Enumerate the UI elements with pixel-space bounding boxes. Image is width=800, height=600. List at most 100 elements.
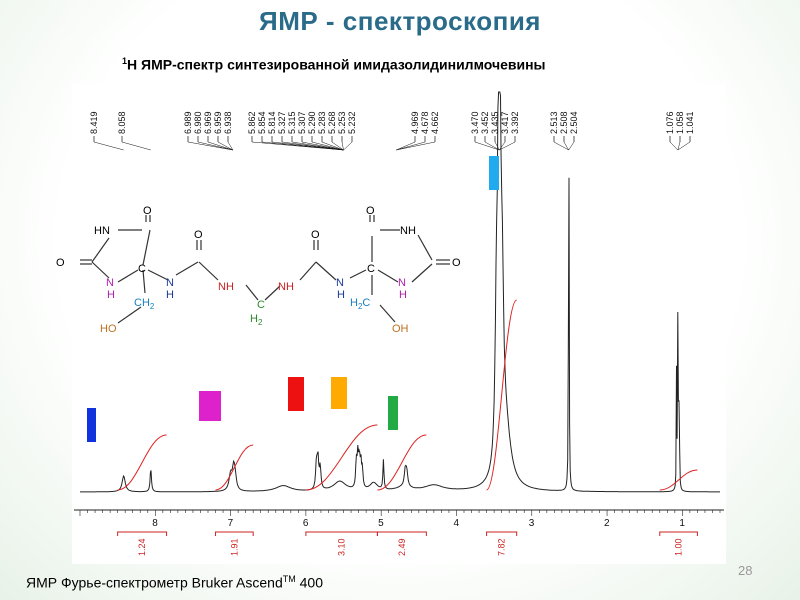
slide-title: ЯМР - спектроскопия xyxy=(259,6,541,36)
peak-shift-label: 6.989 xyxy=(183,111,193,134)
atom-n-ring-left: N xyxy=(106,277,114,289)
peak-label-leader xyxy=(396,141,436,151)
slide-subtitle: 1Н ЯМР-спектр синтезированной имидазолид… xyxy=(122,56,546,73)
peak-label-leader xyxy=(568,141,575,151)
page-number: 28 xyxy=(738,563,753,578)
integral-bracket xyxy=(659,531,698,536)
peak-label-leader xyxy=(396,141,426,151)
ppm-tick-label: 8 xyxy=(152,518,158,529)
atom-o-urea-left: O xyxy=(194,229,203,241)
peak-label-leader xyxy=(474,141,500,151)
peak-shift-label: 5.283 xyxy=(317,111,327,134)
atom-nh-right-ring: NH xyxy=(400,225,416,237)
ppm-axis-layer: 8 7 6 5 4 3 2 1 1.24 1.91 3.10 2.49 7.82 1.00 xyxy=(74,509,724,556)
ppm-tick-label: 5 xyxy=(378,518,384,529)
assignment-marker xyxy=(288,377,304,411)
ppm-tick-label: 1 xyxy=(679,518,685,529)
subtitle-text: Н ЯМР-спектр синтезированной имидазолиди… xyxy=(127,56,546,73)
atom-o-right-ring: O xyxy=(452,257,461,269)
peak-shift-label: 3.392 xyxy=(510,111,520,134)
footer-caption: ЯМР Фурье-спектрометр Bruker AscendTM 40… xyxy=(26,574,323,591)
assignment-marker xyxy=(388,396,398,430)
peak-label-leader xyxy=(499,141,506,151)
peak-label-leader xyxy=(227,141,234,151)
peak-shift-label: 4.969 xyxy=(410,111,420,134)
atom-h2c-right: H2C xyxy=(350,297,370,311)
atom-n-right-h: H xyxy=(337,289,345,301)
integral-value-label: 1.91 xyxy=(229,538,239,556)
atom-o-left-ring: O xyxy=(56,257,65,269)
integral-curve-layer xyxy=(117,299,698,491)
ppm-tick-label: 6 xyxy=(303,518,309,529)
peak-shift-label: 3.470 xyxy=(470,111,480,134)
peak-shift-label: 5.862 xyxy=(247,111,257,134)
peak-label-leader xyxy=(396,141,416,151)
assignment-marker-layer xyxy=(87,156,499,442)
atom-o-left-keto: O xyxy=(143,205,152,217)
integral-value-label: 3.10 xyxy=(337,538,347,556)
peak-label-layer: 8.419 8.058 6.989 6.980 6.969 6.959 6.938 5.862… xyxy=(89,111,695,151)
peak-shift-label: 5.327 xyxy=(277,111,287,134)
peak-label-leader xyxy=(484,141,500,151)
peak-shift-label: 1.076 xyxy=(665,111,675,134)
peak-label-leader xyxy=(121,141,151,151)
peak-label-leader xyxy=(291,141,344,151)
peak-label-leader xyxy=(301,141,344,151)
peak-label-leader xyxy=(331,141,344,151)
spectrum-trace xyxy=(80,91,720,493)
peak-shift-label: 5.315 xyxy=(287,111,297,134)
assignment-marker xyxy=(87,408,96,442)
integral-curve xyxy=(659,469,698,491)
atom-n-left: N xyxy=(166,277,174,289)
ppm-tick-label: 7 xyxy=(228,518,234,529)
peak-shift-label: 5.814 xyxy=(267,111,277,134)
peak-label-leader xyxy=(93,141,124,151)
peak-label-leader xyxy=(677,141,691,151)
peak-label-leader xyxy=(217,141,233,151)
atom-ho-left: HO xyxy=(100,323,117,335)
peak-label-leader xyxy=(207,141,233,151)
atom-n-right: N xyxy=(336,277,344,289)
peak-label-leader xyxy=(187,141,233,151)
footer-text: ЯМР Фурье-спектрометр Bruker Ascend xyxy=(26,574,283,591)
integral-curve xyxy=(486,299,518,491)
assignment-marker xyxy=(331,377,347,409)
atom-ch2-mid: C xyxy=(257,299,265,311)
peak-shift-label: 3.417 xyxy=(500,111,510,134)
assignment-marker xyxy=(199,391,221,421)
integral-bracket xyxy=(486,531,518,536)
peak-shift-label: 8.058 xyxy=(117,111,127,134)
atom-nh-mid-right: NH xyxy=(278,281,294,293)
peak-label-leader xyxy=(343,141,353,151)
peak-label-leader xyxy=(281,141,344,151)
atom-n-left-h: H xyxy=(166,289,174,301)
peak-shift-label: 8.419 xyxy=(89,111,99,134)
atom-nh-mid-left: NH xyxy=(218,281,234,293)
integral-value-label: 1.00 xyxy=(674,538,684,556)
peak-shift-label: 5.232 xyxy=(347,111,357,134)
peak-label-leader xyxy=(499,141,516,151)
atom-n-ring-right: N xyxy=(398,277,406,289)
peak-shift-label: 6.938 xyxy=(223,111,233,134)
spectrum-layer xyxy=(80,91,720,493)
ppm-tick-label: 4 xyxy=(453,518,459,529)
footer-superscript: TM xyxy=(282,574,296,584)
peak-shift-label: 5.854 xyxy=(257,111,267,134)
peak-shift-label: 1.041 xyxy=(685,111,695,134)
peak-shift-label: 5.290 xyxy=(307,111,317,134)
integral-bracket xyxy=(376,531,427,536)
peak-shift-label: 5.307 xyxy=(297,111,307,134)
atom-ch2-mid-h: H2 xyxy=(250,313,263,327)
subtitle-superscript: 1 xyxy=(122,56,128,66)
peak-label-leader xyxy=(341,141,344,151)
atom-o-urea-right: O xyxy=(311,229,320,241)
peak-label-leader xyxy=(553,141,569,151)
molecule-structure: O HN O N H C N H CH2 HO O NH C H2 NH O N… xyxy=(56,205,461,335)
atom-c-left: C xyxy=(138,263,146,275)
atom-hn-left: HN xyxy=(94,225,110,237)
peak-shift-label: 2.513 xyxy=(549,111,559,134)
integral-curve xyxy=(377,434,427,491)
peak-shift-label: 3.435 xyxy=(490,111,500,134)
integral-value-label: 1.24 xyxy=(137,538,147,556)
